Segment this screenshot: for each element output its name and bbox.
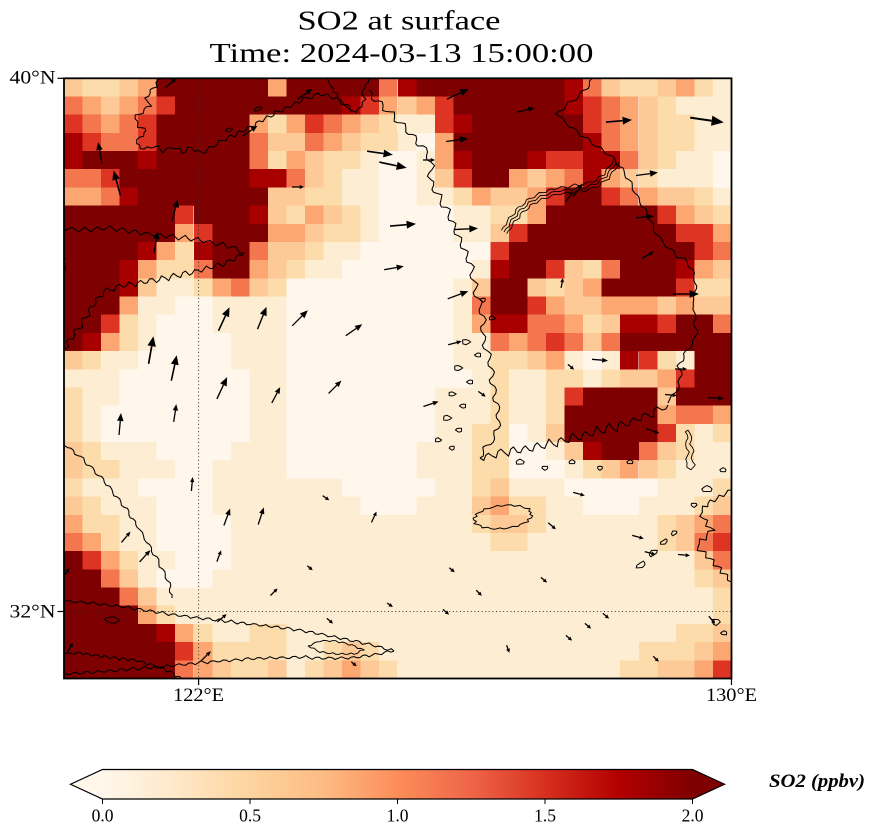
svg-text:0.0: 0.0 [92, 806, 114, 826]
svg-text:40°N: 40°N [10, 69, 56, 89]
svg-text:130°E: 130°E [706, 686, 757, 706]
svg-text:0.5: 0.5 [239, 806, 261, 826]
svg-text:Time: 2024-03-13 15:00:00: Time: 2024-03-13 15:00:00 [210, 38, 594, 68]
svg-text:SO2 at surface: SO2 at surface [298, 6, 501, 36]
svg-text:SO2 (ppbv): SO2 (ppbv) [769, 771, 865, 792]
svg-text:1.5: 1.5 [534, 806, 556, 826]
svg-text:122°E: 122°E [173, 686, 224, 706]
svg-text:2.0: 2.0 [682, 806, 704, 826]
svg-text:32°N: 32°N [10, 603, 56, 623]
svg-text:1.0: 1.0 [387, 806, 409, 826]
